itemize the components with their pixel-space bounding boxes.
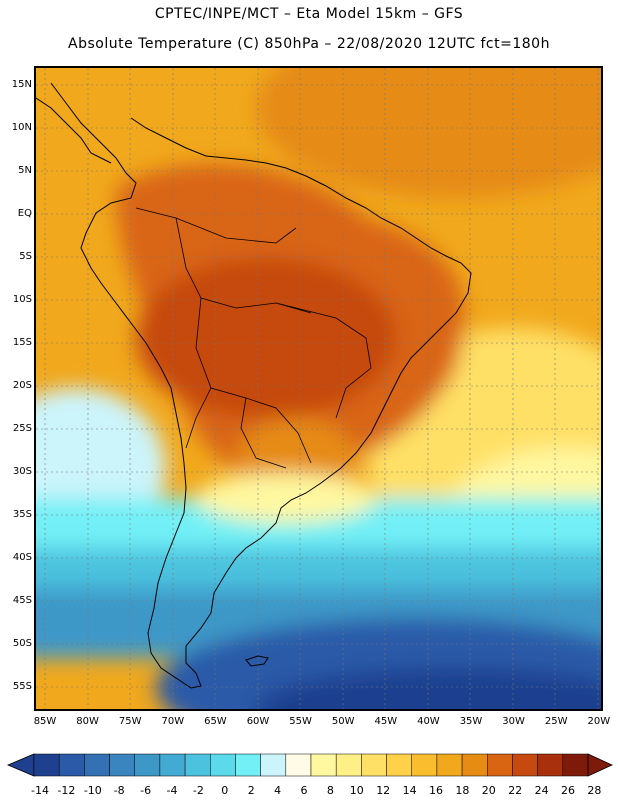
- colorbar-label: -12: [57, 784, 76, 797]
- colorbar-label: 26: [561, 784, 575, 797]
- colorbar-swatch: [58, 753, 85, 777]
- colorbar-label: 12: [376, 784, 391, 797]
- lat-label-40s: 40S: [12, 552, 32, 563]
- lat-label-eq: EQ: [17, 208, 32, 219]
- colorbar-swatch: [537, 753, 564, 777]
- country-borders: [135, 207, 372, 469]
- colorbar-swatch: [562, 753, 589, 777]
- colorbar-swatch: [134, 753, 161, 777]
- colorbar-label: 28: [587, 784, 602, 797]
- lat-label-10s: 10S: [12, 294, 32, 305]
- lat-label-5n: 5N: [18, 165, 32, 176]
- colorbar-swatch: [33, 753, 60, 777]
- colorbar-label: 0: [221, 784, 229, 797]
- falkland-islands: [245, 655, 269, 667]
- colorbar-label: -6: [140, 784, 152, 797]
- colorbar-label: 16: [429, 784, 443, 797]
- temperature-map: [34, 66, 603, 711]
- lon-label-25w: 25W: [544, 716, 568, 727]
- colorbar-label: -14: [31, 784, 49, 797]
- lon-label-60w: 60W: [246, 716, 270, 727]
- lon-label-65w: 65W: [204, 716, 227, 727]
- lon-label-85w: 85W: [33, 716, 57, 727]
- colorbar-label: 10: [349, 784, 364, 797]
- colorbar-label: -8: [113, 784, 125, 797]
- colorbar-label: 14: [402, 784, 417, 797]
- lon-label-45w: 45W: [374, 716, 398, 727]
- colorbar-over-arrow: [587, 753, 613, 777]
- lat-label-10n: 10N: [11, 122, 32, 133]
- colorbar-swatch: [487, 753, 513, 777]
- continent-hot-core: [136, 258, 396, 418]
- colorbar-label: 6: [300, 784, 308, 797]
- colorbar-swatch: [335, 753, 362, 777]
- lon-label-40w: 40W: [417, 716, 440, 727]
- lat-label-30s: 30S: [12, 466, 32, 477]
- warm-tropical-band: [256, 68, 601, 198]
- lat-label-55s: 55S: [12, 681, 32, 692]
- lon-label-70w: 70W: [161, 716, 185, 727]
- colorbar-swatch: [235, 753, 261, 777]
- lat-label-25s: 25S: [12, 423, 32, 434]
- colorbar-swatch: [109, 753, 135, 777]
- lon-label-20w: 20W: [587, 716, 611, 727]
- colorbar-swatch: [159, 753, 186, 777]
- lat-label-45s: 45S: [12, 595, 32, 606]
- temperature-field: [36, 68, 601, 709]
- south-america-coastline: [50, 82, 472, 689]
- map-subtitle: Absolute Temperature (C) 850hPa – 22/08/…: [68, 36, 550, 52]
- lat-label-5s: 5S: [19, 251, 32, 262]
- colorbar-swatch: [461, 753, 488, 777]
- lat-label-50s: 50S: [12, 638, 32, 649]
- pampas-mild-field: [196, 473, 376, 523]
- lon-label-55w: 55W: [289, 716, 312, 727]
- colorbar-swatch: [184, 753, 211, 777]
- colorbar-label: 18: [455, 784, 470, 797]
- lon-label-30w: 30W: [502, 716, 525, 727]
- lat-label-35s: 35S: [12, 509, 32, 520]
- lon-label-75w: 75W: [118, 716, 142, 727]
- lon-label-50w: 50W: [331, 716, 355, 727]
- colorbar-label: 24: [534, 784, 549, 797]
- colorbar-swatch: [386, 753, 412, 777]
- colorbar-under-arrow: [6, 753, 35, 777]
- central-america-coastline: [36, 97, 112, 164]
- colorbar-swatch: [260, 753, 287, 777]
- lon-label-80w: 80W: [76, 716, 99, 727]
- colorbar-swatch: [310, 753, 337, 777]
- colorbar-swatch: [361, 753, 387, 777]
- colorbar-swatch: [285, 753, 312, 777]
- colorbar-label: -4: [166, 784, 178, 797]
- colorbar-swatch: [84, 753, 110, 777]
- lat-label-20s: 20S: [12, 380, 32, 391]
- lon-label-35w: 35W: [459, 716, 483, 727]
- colorbar-label: -10: [83, 784, 102, 797]
- colorbar-label: 8: [326, 784, 334, 797]
- colorbar-label: 22: [508, 784, 523, 797]
- colorbar-swatch: [411, 753, 438, 777]
- temperature-colorbar: [6, 753, 613, 777]
- map-title: CPTEC/INPE/MCT – Eta Model 15km – GFS: [154, 6, 464, 22]
- colorbar-swatch: [210, 753, 236, 777]
- lat-label-15n: 15N: [11, 79, 32, 90]
- lat-label-15s: 15S: [12, 337, 32, 348]
- colorbar-label: -2: [192, 784, 204, 797]
- lat-lon-grid: [36, 68, 601, 709]
- colorbar-swatch: [512, 753, 538, 777]
- colorbar-swatch: [436, 753, 463, 777]
- cold-core: [256, 668, 601, 709]
- colorbar-label: 20: [481, 784, 496, 797]
- colorbar-label: 2: [247, 784, 255, 797]
- colorbar-label: 4: [274, 784, 282, 797]
